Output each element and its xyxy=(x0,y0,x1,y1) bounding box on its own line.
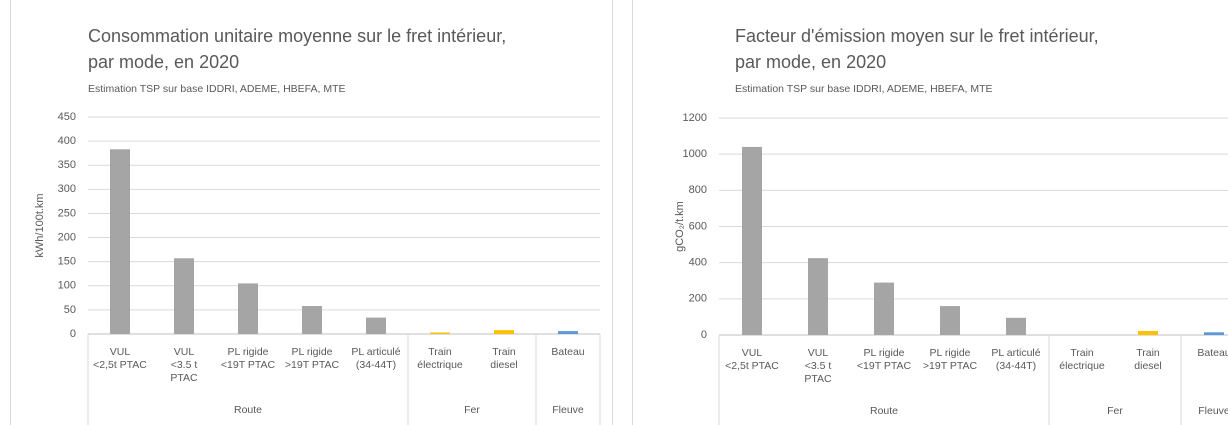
y-tick-label: 100 xyxy=(58,280,76,292)
x-tick-label: (34-44T) xyxy=(356,359,396,371)
chart-title: Facteur d'émission moyen sur le fret int… xyxy=(735,26,1099,46)
bar xyxy=(110,149,130,334)
group-label: Route xyxy=(234,404,262,416)
bar xyxy=(1006,317,1026,335)
x-tick-label: électrique xyxy=(1059,360,1105,372)
x-tick-label: <2,5t PTAC xyxy=(93,359,147,371)
chart-title: Consommation unitaire moyenne sur le fre… xyxy=(88,26,506,46)
x-tick-label: PL rigide xyxy=(291,346,332,358)
bar xyxy=(238,283,258,334)
y-tick-label: 800 xyxy=(689,184,707,196)
y-tick-label: 200 xyxy=(58,231,76,243)
bar xyxy=(430,332,450,334)
bar xyxy=(874,282,894,335)
x-tick-label: (34-44T) xyxy=(996,360,1036,372)
x-tick-label: VUL xyxy=(110,346,131,358)
x-tick-label: <3.5 t xyxy=(171,359,198,371)
x-tick-label: diesel xyxy=(1134,360,1161,372)
bar xyxy=(494,330,514,334)
x-tick-label: Train xyxy=(1136,347,1160,359)
x-tick-label: VUL xyxy=(808,347,829,359)
y-tick-label: 250 xyxy=(58,207,76,219)
y-tick-label: 600 xyxy=(689,220,707,232)
bar xyxy=(940,306,960,335)
y-tick-label: 400 xyxy=(58,135,76,147)
y-tick-label: 1000 xyxy=(683,148,707,160)
x-tick-label: PL articulé xyxy=(351,346,400,358)
x-tick-label: <3.5 t xyxy=(805,360,832,372)
x-tick-label: Bateau xyxy=(551,346,584,358)
bar xyxy=(302,306,322,334)
x-tick-label: PTAC xyxy=(804,373,832,385)
chart-subtitle: Estimation TSP sur base IDDRI, ADEME, HB… xyxy=(88,83,346,95)
x-tick-label: diesel xyxy=(490,359,517,371)
bar xyxy=(174,258,194,334)
y-axis-label: gCO₂/t.km xyxy=(674,201,686,252)
y-tick-label: 450 xyxy=(58,111,76,123)
group-label: Fleuve xyxy=(552,404,584,416)
x-tick-label: électrique xyxy=(417,359,463,371)
bar xyxy=(1138,331,1158,335)
x-tick-label: PTAC xyxy=(170,372,198,384)
x-tick-label: PL rigide xyxy=(863,347,904,359)
x-tick-label: <19T PTAC xyxy=(857,360,912,372)
y-tick-label: 300 xyxy=(58,183,76,195)
group-label: Fer xyxy=(464,404,480,416)
x-tick-label: <19T PTAC xyxy=(221,359,276,371)
y-tick-label: 50 xyxy=(64,304,76,316)
x-tick-label: PL rigide xyxy=(929,347,970,359)
x-tick-label: Train xyxy=(1070,347,1094,359)
y-tick-label: 1200 xyxy=(683,112,707,124)
x-tick-label: VUL xyxy=(174,346,195,358)
bar xyxy=(1204,332,1224,335)
chart-subtitle: Estimation TSP sur base IDDRI, ADEME, HB… xyxy=(735,83,993,95)
x-tick-label: >19T PTAC xyxy=(923,360,978,372)
y-tick-label: 150 xyxy=(58,256,76,268)
bar xyxy=(366,317,386,334)
group-label: Route xyxy=(870,405,898,417)
x-tick-label: >19T PTAC xyxy=(285,359,340,371)
group-label: Fleuve xyxy=(1198,405,1228,417)
x-tick-label: Train xyxy=(492,346,516,358)
group-label: Fer xyxy=(1107,405,1123,417)
y-tick-label: 350 xyxy=(58,159,76,171)
bar xyxy=(808,258,828,335)
bar xyxy=(742,146,762,335)
x-tick-label: Train xyxy=(428,346,452,358)
y-axis-label: kWh/100t.km xyxy=(34,193,46,257)
x-tick-label: Bateau xyxy=(1197,347,1228,359)
bar xyxy=(558,331,578,334)
x-tick-label: PL articulé xyxy=(991,347,1040,359)
y-tick-label: 400 xyxy=(689,257,707,269)
y-tick-label: 0 xyxy=(70,328,76,340)
chart-title: par mode, en 2020 xyxy=(88,52,239,72)
y-tick-label: 0 xyxy=(701,329,707,341)
x-tick-label: VUL xyxy=(742,347,763,359)
x-tick-label: PL rigide xyxy=(227,346,268,358)
y-tick-label: 200 xyxy=(689,293,707,305)
x-tick-label: <2,5t PTAC xyxy=(725,360,779,372)
chart-title: par mode, en 2020 xyxy=(735,52,886,72)
